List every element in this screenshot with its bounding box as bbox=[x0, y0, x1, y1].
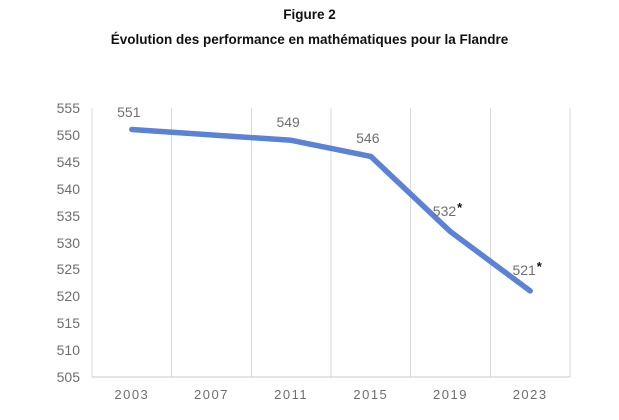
x-axis-tick-label: 2015 bbox=[353, 387, 389, 402]
x-axis-tick-label: 2011 bbox=[274, 387, 309, 402]
y-axis-tick-label: 520 bbox=[56, 288, 80, 305]
figure-subtitle: Évolution des performance en mathématiqu… bbox=[110, 32, 509, 47]
series-line-flandre bbox=[129, 126, 533, 294]
data-label-value: 551 bbox=[117, 103, 141, 120]
data-label: 546 bbox=[356, 129, 379, 147]
y-axis-tick-label: 525 bbox=[56, 261, 80, 278]
y-axis-tick-label: 555 bbox=[56, 100, 80, 116]
y-axis-tick-label: 530 bbox=[56, 234, 80, 251]
data-label-value: 521 bbox=[512, 261, 536, 278]
data-label: 549 bbox=[276, 113, 299, 131]
x-axis-tick-label: 2003 bbox=[114, 387, 150, 402]
y-axis-tick-label: 505 bbox=[56, 369, 80, 385]
y-axis-tick-label: 515 bbox=[56, 315, 80, 332]
significance-asterisk: * bbox=[457, 199, 463, 215]
x-axis-tick-label: 2007 bbox=[194, 387, 229, 402]
data-label-value: 532 bbox=[432, 202, 457, 219]
x-axis-tick-label: 2023 bbox=[512, 387, 548, 402]
y-axis-tick-label: 510 bbox=[56, 342, 80, 359]
y-axis-tick-label: 535 bbox=[56, 207, 80, 224]
data-label-value: 546 bbox=[356, 130, 380, 147]
data-label: 521* bbox=[512, 258, 542, 279]
y-axis-tick-label: 550 bbox=[56, 126, 80, 143]
y-axis-tick-label: 545 bbox=[56, 153, 80, 170]
data-label-value: 549 bbox=[276, 114, 300, 131]
data-label: 551 bbox=[117, 103, 140, 121]
y-axis-tick-label: 540 bbox=[56, 180, 80, 197]
x-axis-tick-label: 2019 bbox=[433, 387, 468, 402]
data-label: 532* bbox=[432, 199, 463, 220]
figure-title: Figure 2 bbox=[283, 7, 336, 22]
significance-asterisk: * bbox=[536, 258, 542, 274]
